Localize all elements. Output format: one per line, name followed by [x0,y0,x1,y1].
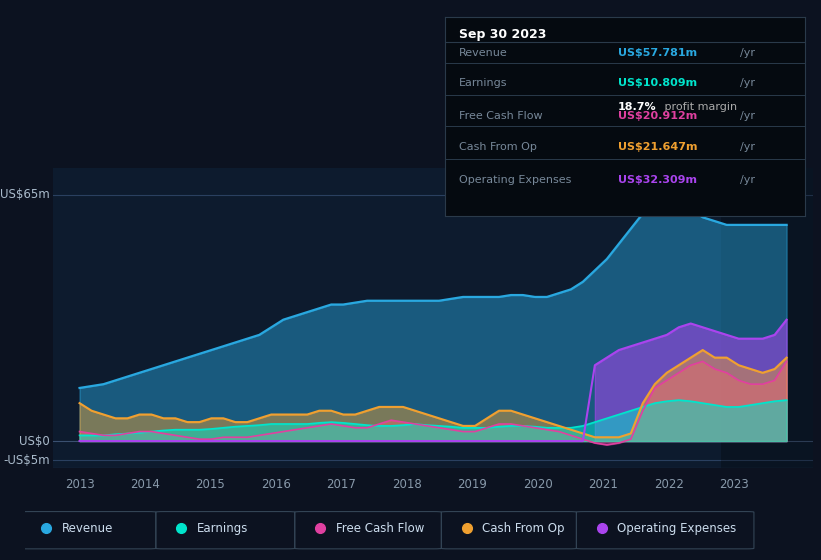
Text: /yr: /yr [740,175,754,185]
Text: Revenue: Revenue [460,48,508,58]
Text: profit margin: profit margin [661,102,737,113]
Text: US$0: US$0 [19,435,49,447]
Text: Earnings: Earnings [197,522,248,535]
Text: Free Cash Flow: Free Cash Flow [460,111,543,121]
Text: US$32.309m: US$32.309m [617,175,696,185]
Text: Sep 30 2023: Sep 30 2023 [460,28,547,41]
Text: 18.7%: 18.7% [617,102,656,113]
Text: Cash From Op: Cash From Op [460,142,537,152]
Text: Cash From Op: Cash From Op [482,522,565,535]
Text: -US$5m: -US$5m [3,454,49,466]
Text: US$21.647m: US$21.647m [617,142,697,152]
Text: Earnings: Earnings [460,78,508,88]
Bar [721,168,813,468]
Text: /yr: /yr [740,78,754,88]
Text: US$20.912m: US$20.912m [617,111,697,121]
Text: Operating Expenses: Operating Expenses [617,522,736,535]
Text: /yr: /yr [740,142,754,152]
Text: US$65m: US$65m [0,188,49,201]
Text: /yr: /yr [740,111,754,121]
Text: US$57.781m: US$57.781m [617,48,697,58]
Text: Free Cash Flow: Free Cash Flow [336,522,424,535]
Text: Operating Expenses: Operating Expenses [460,175,571,185]
Text: US$10.809m: US$10.809m [617,78,697,88]
Text: Revenue: Revenue [62,522,113,535]
Text: /yr: /yr [740,48,754,58]
